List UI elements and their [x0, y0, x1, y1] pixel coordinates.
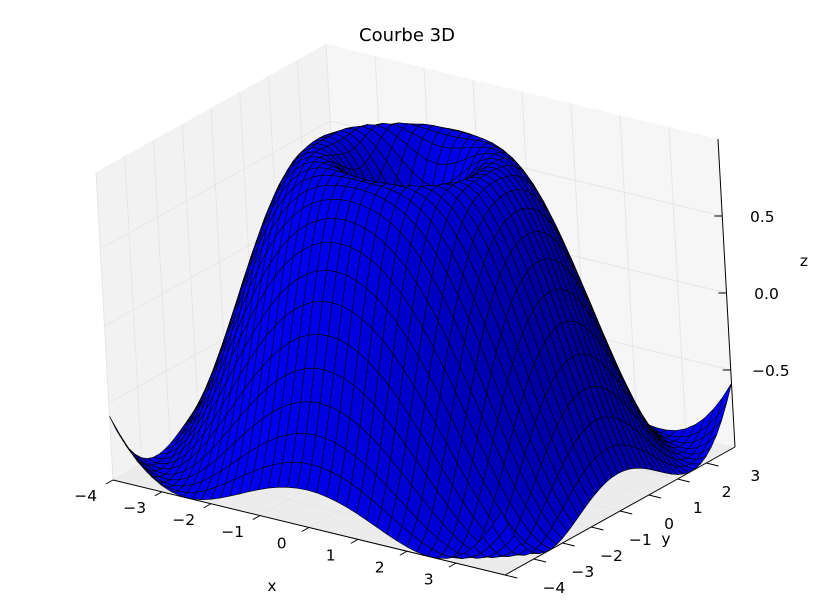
z-axis-label: z — [800, 252, 808, 270]
chart-title: Courbe 3D — [359, 25, 455, 46]
x-tick-label: 2 — [375, 559, 385, 577]
z-gridline — [100, 120, 723, 250]
z-tick-label: 0.0 — [754, 285, 779, 303]
x-tick-label: −1 — [221, 523, 244, 541]
x-tick-mark — [448, 562, 457, 568]
y-tick-mark — [533, 558, 547, 563]
y-tick-mark — [706, 462, 719, 467]
y-tick-mark — [619, 510, 633, 515]
y-tick-mark — [648, 494, 662, 499]
y-tick-mark — [591, 526, 604, 531]
x-tick-label: −4 — [74, 487, 97, 505]
x-tick-label: −2 — [172, 511, 195, 529]
x-tick-mark — [252, 515, 261, 521]
y-tick-label: 2 — [722, 483, 732, 501]
z-tick-label: −0.5 — [752, 362, 790, 380]
x-tick-label: 3 — [424, 570, 434, 588]
x-tick-mark — [350, 538, 359, 544]
y-tick-label: −3 — [571, 563, 594, 581]
y-tick-label: −2 — [600, 547, 623, 565]
y-tick-mark — [562, 542, 575, 547]
surface-patch — [109, 415, 128, 448]
x-tick-mark — [399, 550, 408, 556]
x-tick-mark — [301, 527, 310, 532]
x-tick-mark — [154, 491, 163, 497]
x-tick-mark — [203, 503, 212, 509]
y-tick-label: −4 — [543, 579, 566, 597]
x-tick-label: 1 — [326, 547, 336, 565]
x-tick-label: −3 — [123, 499, 146, 517]
y-tick-mark — [677, 478, 690, 483]
y-tick-label: 0 — [664, 515, 674, 533]
y-tick-label: 1 — [693, 499, 703, 517]
z-tick-label: 0.5 — [750, 208, 775, 226]
y-tick-mark — [504, 574, 518, 579]
y-tick-label: 3 — [750, 467, 760, 485]
y-tick-label: −1 — [629, 531, 652, 549]
axis-lines — [105, 138, 736, 579]
x-tick-label: 0 — [277, 535, 287, 553]
x-axis-label: x — [267, 577, 276, 595]
x-tick-mark — [105, 479, 114, 485]
y-axis-label: y — [661, 530, 670, 548]
surface-mesh — [109, 122, 732, 559]
